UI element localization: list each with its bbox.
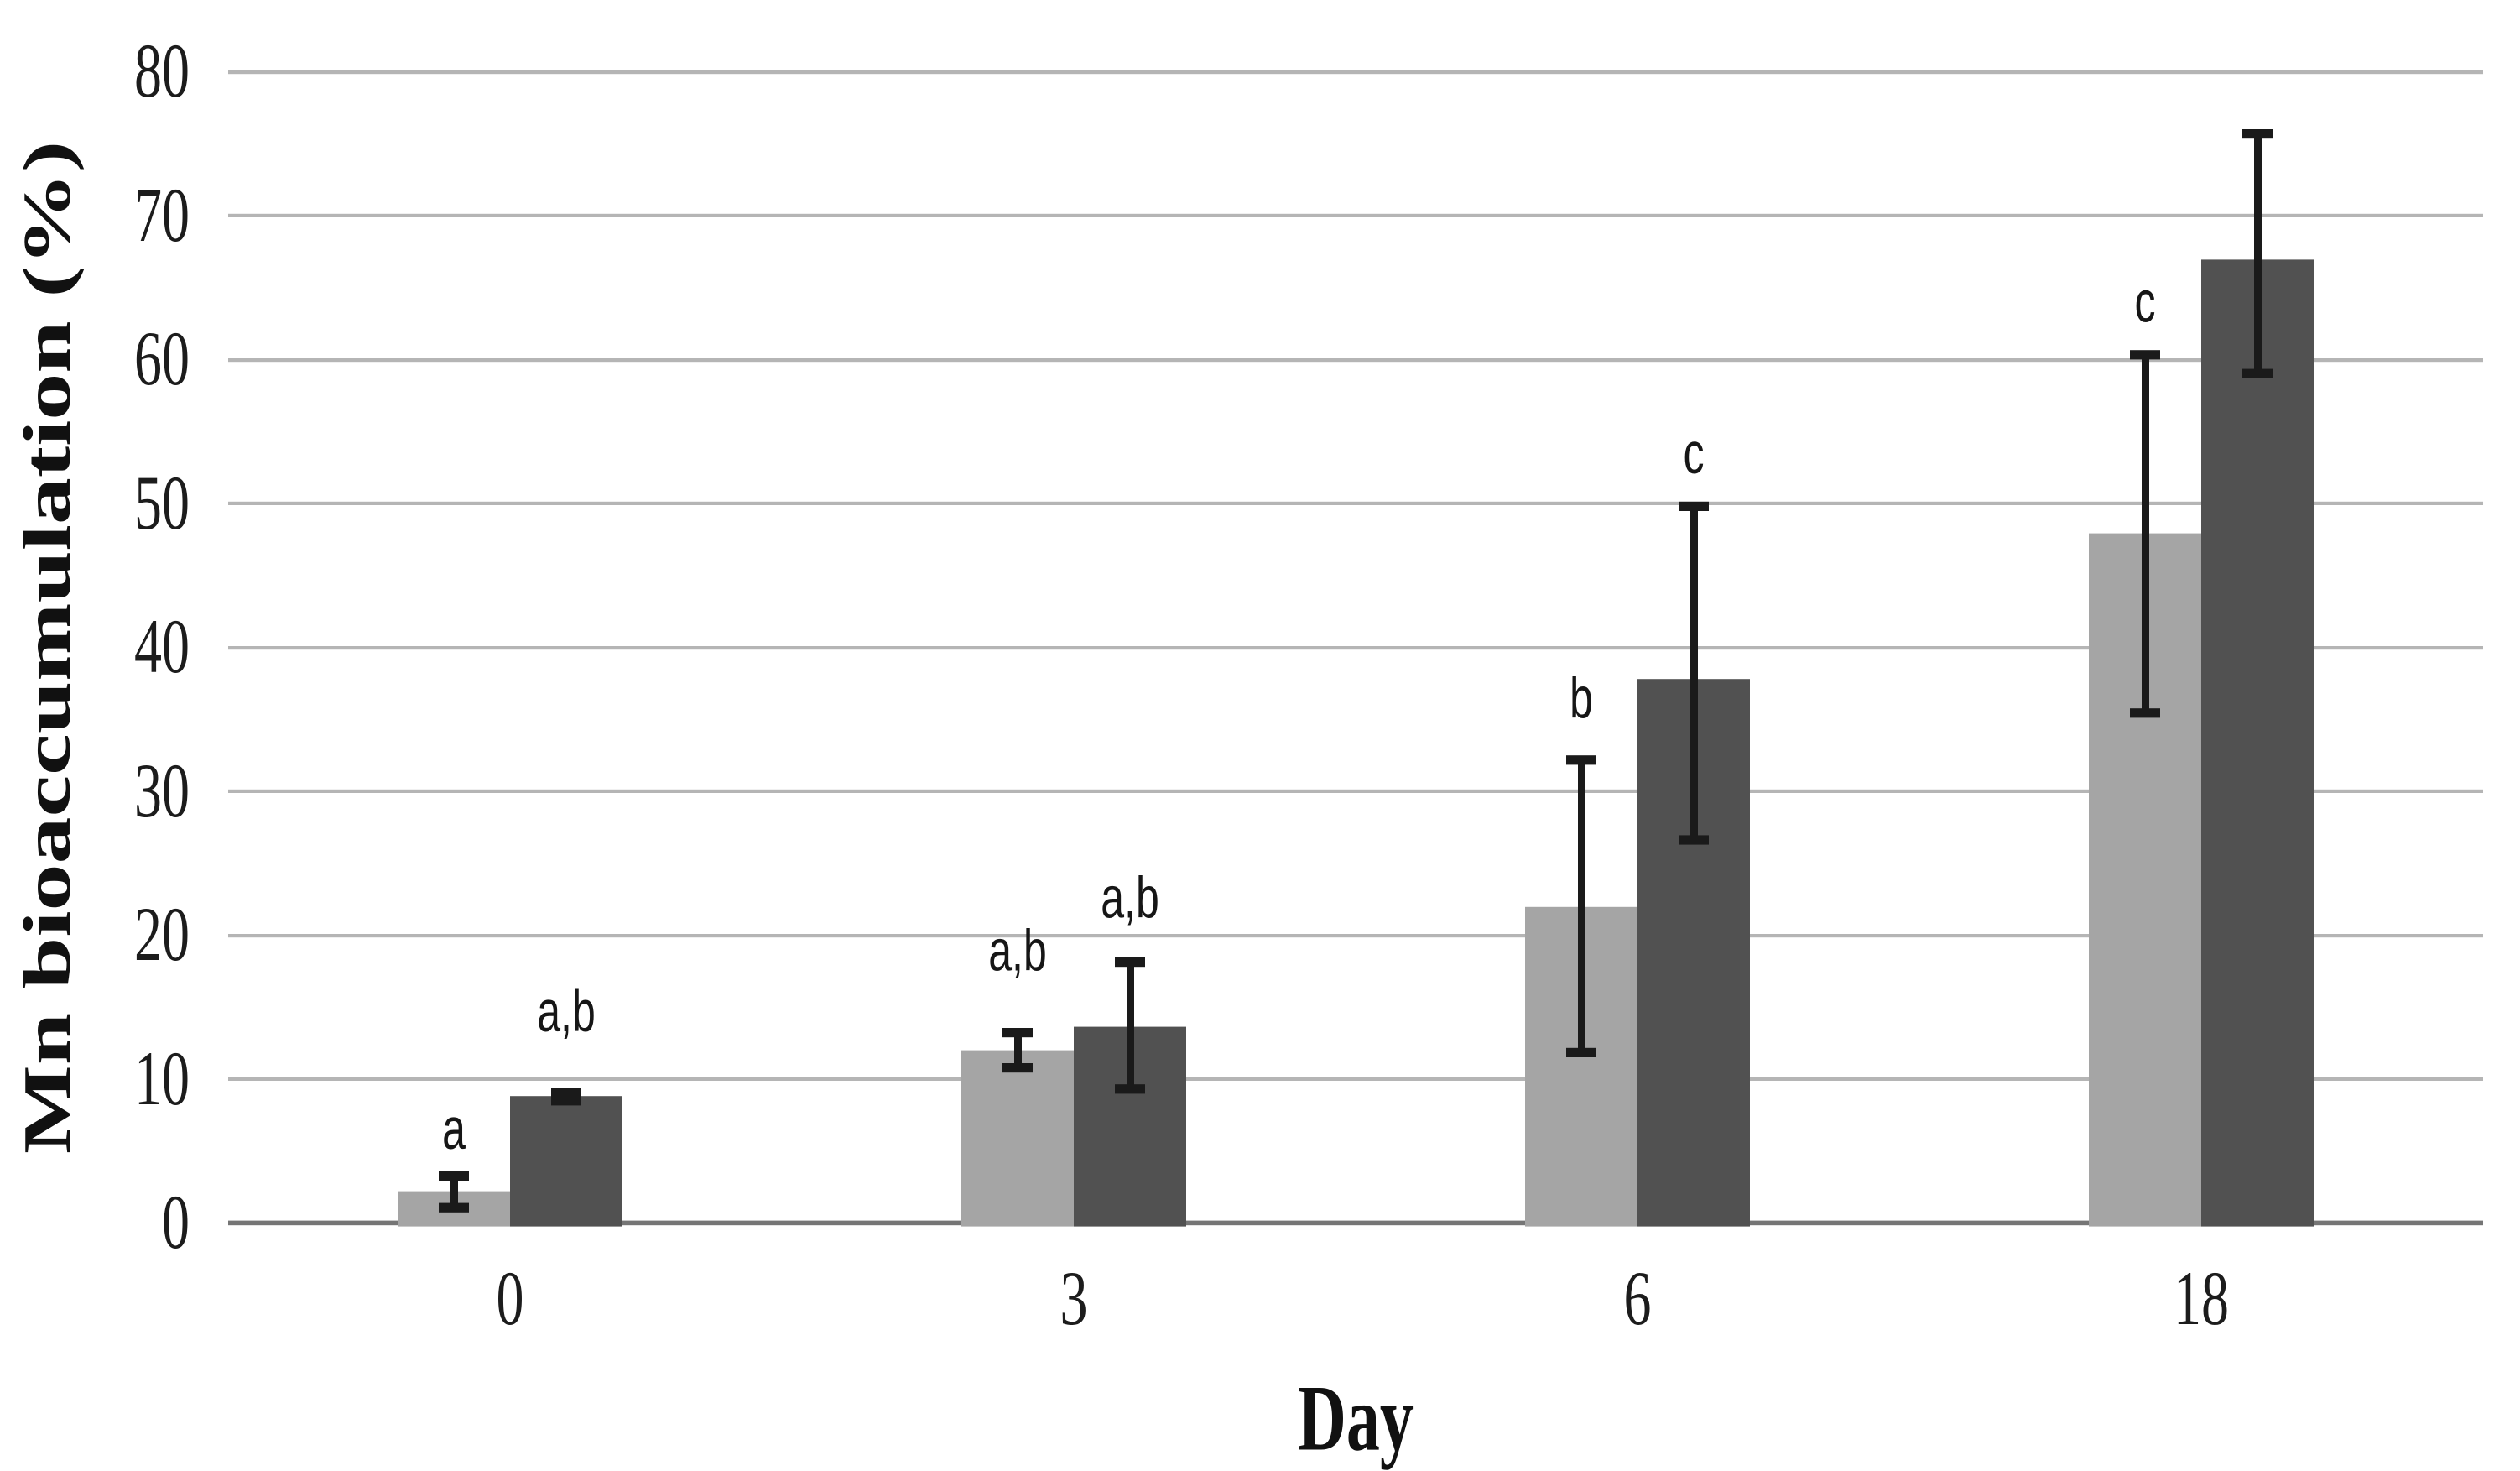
- error-bar-cap: [439, 1171, 469, 1181]
- y-gridline: [228, 70, 2483, 74]
- significance-letter: c: [2134, 269, 2156, 335]
- error-bar-cap: [2130, 708, 2160, 718]
- bar-dark-gray-bars-day-0: [510, 1096, 622, 1227]
- x-tick-label: 3: [1060, 1255, 1088, 1342]
- error-bar-cap: [2130, 350, 2160, 360]
- significance-letter: b: [1570, 665, 1593, 731]
- error-bar-cap: [1679, 835, 1709, 845]
- y-gridline: [228, 213, 2483, 217]
- error-bar-line: [1690, 506, 1698, 841]
- x-axis-line: [228, 1220, 2483, 1226]
- y-tick-label: 70: [134, 172, 190, 258]
- error-bar-cap: [1115, 957, 1145, 968]
- error-bar-cap: [1002, 1062, 1033, 1072]
- error-bar-cap: [1679, 501, 1709, 511]
- error-bar-cap: [2242, 368, 2273, 379]
- bar-dark-gray-bars-day-18: [2201, 260, 2314, 1227]
- error-bar-line: [1126, 962, 1134, 1089]
- error-bar-line: [450, 1175, 458, 1208]
- error-bar-cap: [1115, 1084, 1145, 1094]
- x-tick-label: 0: [496, 1255, 524, 1342]
- significance-letter: a: [442, 1096, 466, 1163]
- error-bar-line: [1577, 759, 1585, 1054]
- y-tick-label: 0: [162, 1179, 190, 1265]
- x-tick-label: 18: [2174, 1255, 2229, 1342]
- error-bar-cap: [2242, 128, 2273, 138]
- x-axis-title: Day: [1298, 1367, 1414, 1471]
- error-bar-cap: [1566, 1048, 1596, 1058]
- y-axis-title: Mn bioaccumulation (%): [11, 140, 85, 1154]
- y-tick-label: 50: [134, 460, 190, 546]
- error-bar-line: [2141, 355, 2149, 714]
- error-bar-cap: [1002, 1028, 1033, 1038]
- y-tick-label: 40: [134, 603, 190, 690]
- significance-letter: a,b: [988, 918, 1047, 984]
- y-tick-label: 80: [134, 28, 190, 114]
- error-bar-cap: [1566, 754, 1596, 764]
- y-gridline: [228, 357, 2483, 362]
- y-gridline: [228, 645, 2483, 649]
- error-bar-cap: [551, 1096, 581, 1106]
- error-bar-cap: [439, 1202, 469, 1213]
- y-gridline: [228, 933, 2483, 937]
- y-tick-label: 20: [134, 891, 190, 978]
- significance-letter: c: [1683, 420, 1705, 487]
- y-tick-label: 10: [134, 1035, 190, 1122]
- y-gridline: [228, 789, 2483, 793]
- y-gridline: [228, 501, 2483, 505]
- y-tick-label: 30: [134, 748, 190, 834]
- bar-light-gray-bars-day-3: [961, 1050, 1074, 1227]
- error-bar-line: [1013, 1033, 1022, 1068]
- error-bar-cap: [551, 1087, 581, 1097]
- significance-letter: a,b: [1101, 864, 1159, 931]
- y-gridline: [228, 1077, 2483, 1081]
- significance-letter: a,b: [537, 978, 596, 1045]
- y-tick-label: 60: [134, 316, 190, 402]
- x-tick-label: 6: [1623, 1255, 1652, 1342]
- error-bar-line: [2253, 133, 2262, 374]
